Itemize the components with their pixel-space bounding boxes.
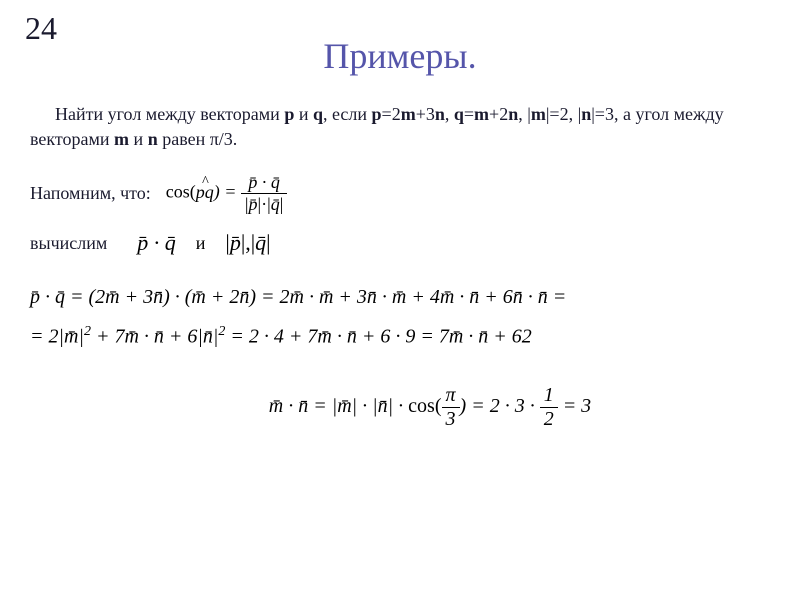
eq3-c: = 3: [558, 395, 592, 417]
pi-over-3: π 3: [442, 384, 460, 431]
comma-2: , |: [518, 104, 531, 124]
half-num: 1: [540, 384, 558, 408]
eq2-sup-a: 2: [84, 324, 91, 339]
abs-close-2: |: [280, 194, 284, 214]
n-2: n: [508, 104, 518, 124]
num-dot: ·: [257, 172, 271, 192]
plus-1: +3: [416, 104, 435, 124]
compute-dot: ·: [148, 230, 165, 255]
n-3: n: [581, 104, 591, 124]
pi-num: π: [442, 384, 460, 408]
eq-text-1: =2: [382, 104, 401, 124]
slide-title: Примеры.: [30, 35, 770, 77]
compute-q: q̄: [165, 230, 176, 255]
eq3-cos: cos(: [408, 395, 441, 417]
equation-line-1: p̄ · q̄ = (2m̄ + 3n̄) · (m̄ + 2n̄) = 2m̄…: [30, 286, 770, 309]
cos-text: cos(: [166, 182, 196, 202]
abs-q-close: |: [266, 230, 270, 255]
m-2: m: [474, 104, 489, 124]
fraction-numerator: p̄ · q̄: [241, 172, 287, 194]
one-half: 1 2: [540, 384, 558, 431]
eq3-a: m̄ · n̄ = |m̄| · |n̄| ·: [269, 395, 408, 417]
compute-row: вычислим p̄ · q̄ и |p̄|,|q̄|: [30, 230, 770, 256]
compute-label: вычислим: [30, 233, 107, 254]
den-q: q̄: [271, 194, 280, 214]
problem-text-3: , если: [323, 104, 372, 124]
n-4: n: [148, 129, 158, 149]
cos-formula: cos(pq) = p̄ · q̄ |p̄|·|q̄|: [166, 172, 288, 215]
rest-text: равен π/3.: [158, 129, 238, 149]
q-def: q: [454, 104, 464, 124]
equation-line-2: = 2|m̄|2 + 7m̄ · n̄ + 6|n̄|2 = 2 · 4 + 7…: [30, 324, 770, 349]
eq-text-2: =: [464, 104, 474, 124]
eq3-b: ) = 2 · 3 ·: [460, 395, 540, 417]
eq2-c: + 7m̄ · n̄ + 6|: [91, 326, 203, 348]
equation-line-3: m̄ · n̄ = |m̄| · |n̄| · cos( π 3 ) = 2 ·…: [90, 384, 770, 431]
hat-pq: pq: [196, 182, 214, 203]
problem-text-1: Найти угол между векторами: [55, 104, 284, 124]
cos-fraction: p̄ · q̄ |p̄|·|q̄|: [241, 172, 287, 215]
abs-m-text: |=2, |: [546, 104, 581, 124]
num-q: q̄: [271, 172, 280, 192]
abs-p: p̄: [230, 230, 241, 255]
eq2-e: = 2 · 4 + 7m̄ · n̄ + 6 · 9 = 7m̄ · n̄ + …: [225, 326, 531, 348]
compute-p: p̄: [137, 230, 148, 255]
problem-text-2: и: [294, 104, 313, 124]
and-text: и: [196, 233, 206, 254]
abs-q: q̄: [255, 230, 266, 255]
p-def: p: [372, 104, 382, 124]
n-1: n: [435, 104, 445, 124]
pi-den: 3: [442, 408, 460, 431]
compute-pq: p̄ · q̄: [137, 230, 176, 256]
m-3: m: [531, 104, 546, 124]
plus-2: +2: [489, 104, 508, 124]
eq2-m: m̄: [64, 326, 78, 348]
den-p: p̄: [249, 194, 258, 214]
and-2: и: [129, 129, 148, 149]
problem-statement: Найти угол между векторами p и q, если p…: [30, 102, 770, 152]
fraction-denominator: |p̄|·|q̄|: [241, 194, 287, 215]
eq2-a: = 2|: [30, 326, 64, 348]
comma-1: ,: [445, 104, 454, 124]
page-number: 24: [25, 10, 57, 47]
close-paren: ) =: [214, 182, 237, 202]
reminder-label: Напомним, что:: [30, 183, 151, 204]
abs-close-1: |·|: [258, 194, 271, 214]
vector-p: p: [284, 104, 294, 124]
m-4: m: [114, 129, 129, 149]
abs-p-close: |,|: [241, 230, 255, 255]
compute-abs: |p̄|,|q̄|: [225, 230, 270, 256]
half-den: 2: [540, 408, 558, 431]
m-1: m: [401, 104, 416, 124]
eq2-n: n̄: [203, 326, 213, 348]
reminder-row: Напомним, что: cos(pq) = p̄ · q̄ | p̄|·|q…: [30, 172, 770, 215]
vector-q: q: [313, 104, 323, 124]
